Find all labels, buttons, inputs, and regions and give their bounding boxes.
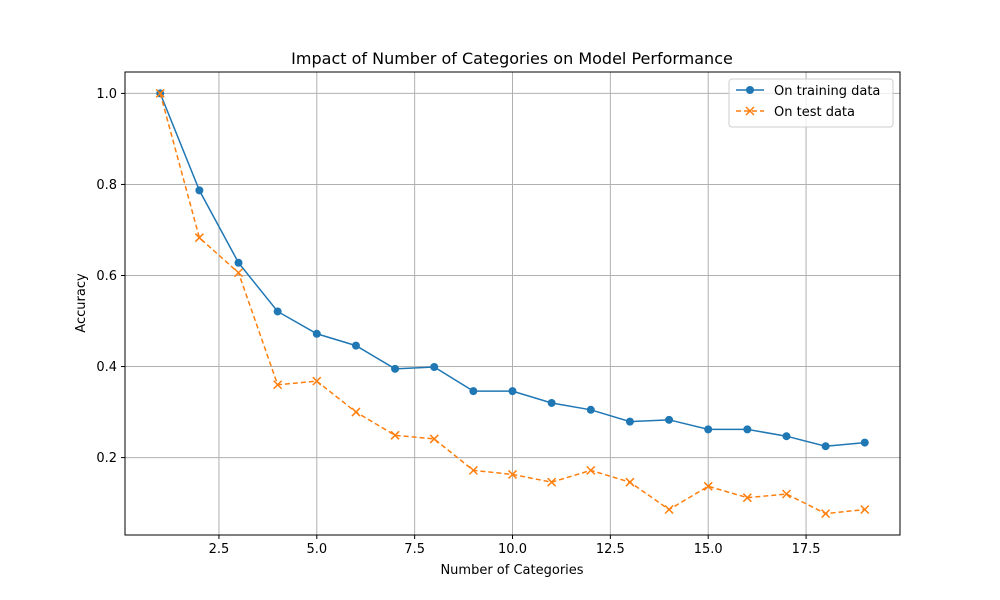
- data-point: [508, 387, 517, 396]
- x-tick-label: 5.0: [306, 542, 327, 557]
- data-point: [273, 307, 282, 316]
- data-point: [586, 465, 596, 475]
- y-tick-label: 0.4: [96, 360, 117, 375]
- x-tick-label: 15.0: [694, 542, 723, 557]
- data-point: [625, 417, 634, 426]
- x-tick-label: 7.5: [404, 542, 425, 557]
- legend-label-training: On training data: [774, 84, 880, 99]
- legend-box: [728, 78, 894, 128]
- data-point: [351, 407, 361, 417]
- data-point: [468, 465, 478, 475]
- data-point: [234, 258, 243, 267]
- data-point: [469, 387, 478, 396]
- data-point: [391, 364, 400, 373]
- x-tick-label: 12.5: [596, 542, 625, 557]
- legend-x-marker: [745, 106, 755, 116]
- data-point: [860, 438, 869, 447]
- data-point: [312, 329, 321, 338]
- x-tick-label: 10.0: [498, 542, 527, 557]
- data-point: [429, 434, 439, 444]
- data-point: [860, 504, 870, 515]
- data-point: [547, 398, 556, 407]
- y-tick-label: 0.6: [96, 269, 117, 284]
- data-point: [625, 477, 635, 487]
- chart-title: Impact of Number of Categories on Model …: [291, 49, 733, 68]
- legend: On training data On test data: [728, 78, 894, 128]
- x-tick-label: 17.5: [792, 542, 821, 557]
- data-point: [665, 415, 674, 424]
- data-point: [743, 425, 752, 434]
- data-point: [430, 363, 439, 372]
- data-point: [547, 477, 557, 487]
- data-point: [233, 268, 244, 278]
- data-point: [194, 233, 204, 243]
- data-point: [155, 88, 165, 98]
- data-point: [742, 493, 752, 503]
- y-tick-label: 0.8: [96, 178, 117, 193]
- data-point: [782, 432, 791, 441]
- y-axis-label: Accuracy: [74, 273, 89, 333]
- x-tick-label: 2.5: [209, 542, 230, 557]
- data-point: [273, 380, 283, 390]
- data-point: [312, 376, 322, 386]
- data-point: [195, 186, 204, 195]
- data-point: [781, 489, 792, 499]
- data-point: [821, 442, 830, 451]
- x-axis-label: Number of Categories: [440, 563, 583, 578]
- data-point: [507, 469, 518, 479]
- legend-marker-test: [745, 106, 755, 116]
- y-tick-label: 0.2: [96, 451, 117, 466]
- legend-label-test: On test data: [774, 105, 855, 120]
- data-point: [390, 430, 400, 440]
- series: [155, 88, 870, 519]
- data-point: [586, 405, 595, 414]
- y-tick-label: 1.0: [96, 87, 117, 102]
- x-ticks: 2.5 5.0 7.5 10.0 12.5 15.0 17.5: [209, 535, 821, 557]
- data-point: [703, 481, 713, 491]
- legend-marker-training: [746, 86, 754, 94]
- data-point: [351, 341, 360, 350]
- grid: [125, 72, 900, 535]
- y-ticks: 0.2 0.4 0.6 0.8 1.0: [96, 87, 125, 466]
- data-point: [821, 509, 831, 519]
- data-point: [704, 425, 713, 434]
- data-point: [664, 504, 674, 515]
- series-0: [156, 89, 869, 451]
- series-1: [155, 88, 870, 519]
